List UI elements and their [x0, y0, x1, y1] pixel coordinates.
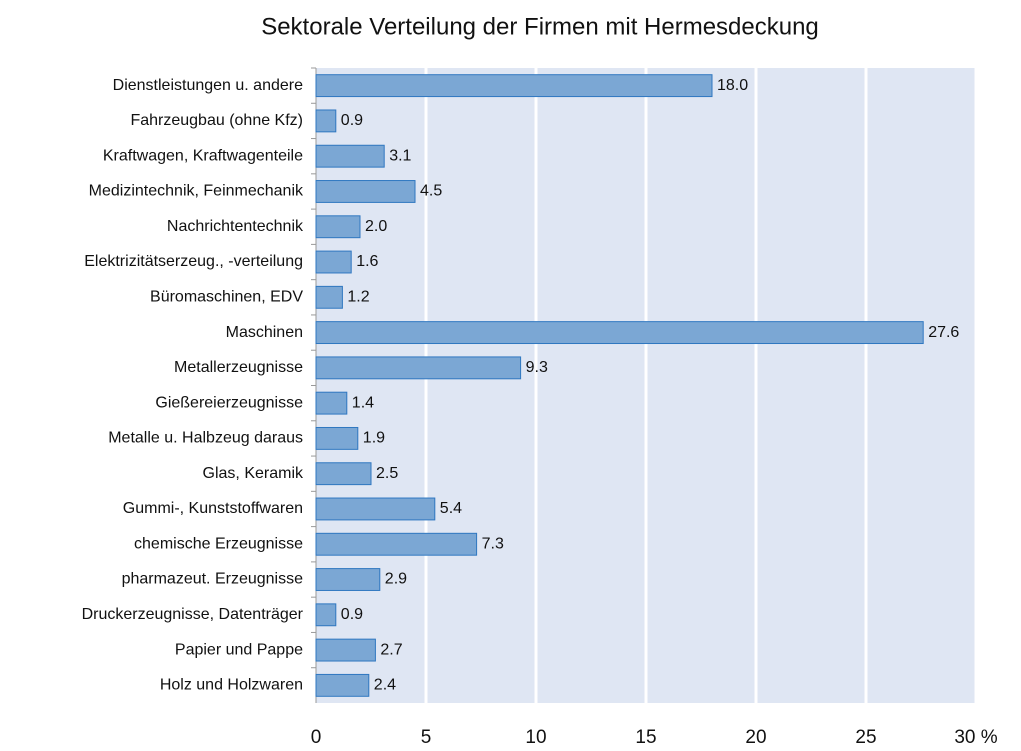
- y-tick-label: Gießereierzeugnisse: [155, 394, 303, 411]
- y-tick-label: Elektrizitätserzeug., -verteilung: [84, 253, 303, 270]
- bar: [315, 215, 361, 239]
- y-tick-label: Nachrichtentechnik: [167, 218, 304, 235]
- y-tick-label: Metallerzeugnisse: [174, 359, 303, 376]
- chart-title: Sektorale Verteilung der Firmen mit Herm…: [261, 13, 819, 40]
- y-tick-label: Druckerzeugnisse, Datenträger: [82, 606, 304, 623]
- y-tick-label: Medizintechnik, Feinmechanik: [89, 183, 304, 200]
- bar: [315, 603, 337, 627]
- y-tick-label: Metalle u. Halbzeug daraus: [108, 430, 303, 447]
- y-tick-label: Glas, Keramik: [203, 465, 304, 482]
- x-tick-label: 0: [311, 727, 322, 748]
- value-label: 27.6: [928, 324, 959, 341]
- bar: [315, 250, 352, 274]
- y-tick-label: Büromaschinen, EDV: [150, 289, 303, 306]
- value-label: 1.9: [363, 430, 385, 447]
- value-label: 2.7: [380, 641, 402, 658]
- x-tick-label: 20: [745, 727, 766, 748]
- value-label: 1.6: [356, 253, 378, 270]
- value-label: 3.1: [389, 147, 411, 164]
- y-tick-label: chemische Erzeugnisse: [134, 535, 303, 552]
- x-tick-label: 5: [421, 727, 432, 748]
- value-label: 9.3: [526, 359, 548, 376]
- bar: [315, 568, 381, 591]
- value-label: 1.2: [347, 289, 369, 306]
- y-tick-label: Gummi-, Kunststoffwaren: [123, 500, 303, 517]
- x-tick-label: 30 %: [954, 727, 997, 748]
- bar: [315, 109, 337, 133]
- bar: [315, 74, 713, 98]
- y-tick-label: Kraftwagen, Kraftwagenteile: [103, 147, 303, 164]
- value-label: 2.4: [374, 677, 396, 694]
- bar: [315, 391, 348, 415]
- bar: [315, 497, 436, 521]
- bar: [315, 356, 522, 380]
- value-label: 4.5: [420, 183, 442, 200]
- bar: [315, 673, 370, 697]
- bar: [315, 532, 478, 556]
- bar: [315, 321, 924, 345]
- value-label: 18.0: [717, 77, 748, 94]
- value-label: 1.4: [352, 394, 374, 411]
- value-label: 5.4: [440, 500, 462, 517]
- y-tick-label: pharmazeut. Erzeugnisse: [122, 571, 304, 588]
- value-label: 2.9: [385, 571, 407, 588]
- bar: [315, 462, 372, 486]
- y-tick-label: Holz und Holzwaren: [160, 677, 303, 694]
- bar: [315, 285, 343, 309]
- y-tick-label: Dienstleistungen u. andere: [113, 77, 303, 94]
- y-tick-label: Maschinen: [226, 324, 303, 341]
- bar: [315, 638, 376, 662]
- value-label: 7.3: [482, 535, 504, 552]
- bar: [315, 144, 385, 168]
- bar: [315, 426, 359, 450]
- value-label: 2.0: [365, 218, 387, 235]
- x-tick-label: 10: [525, 727, 546, 748]
- value-label: 0.9: [341, 606, 363, 623]
- y-tick-label: Fahrzeugbau (ohne Kfz): [130, 112, 303, 129]
- bar: [315, 180, 416, 203]
- x-tick-label: 15: [635, 727, 656, 748]
- value-label: 2.5: [376, 465, 398, 482]
- y-tick-label: Papier und Pappe: [175, 641, 303, 658]
- x-tick-label: 25: [855, 727, 876, 748]
- value-label: 0.9: [341, 112, 363, 129]
